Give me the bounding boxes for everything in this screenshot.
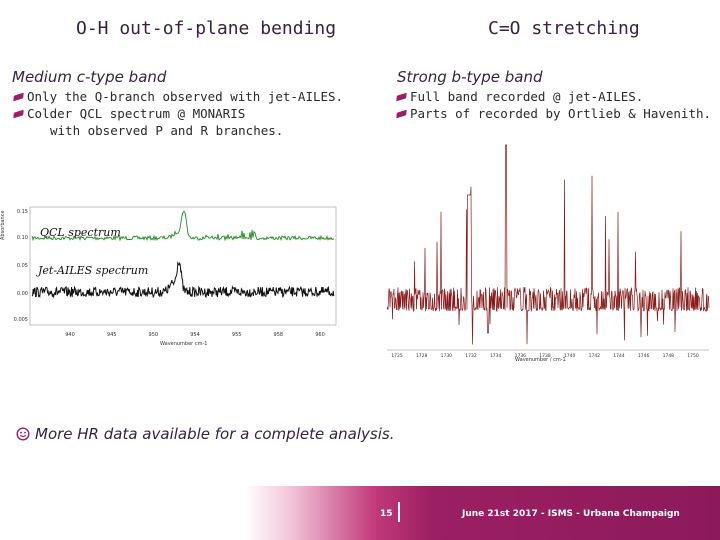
right-x-tick-label: 1738 <box>539 353 551 359</box>
left-bullet-continuation: with observed P and R branches. <box>14 123 283 138</box>
right-x-tick-label: 1725 <box>391 353 403 359</box>
left-plot-frame <box>29 206 337 326</box>
right-x-tick-label: 1742 <box>589 353 601 359</box>
left-bullet-1: Only the Q-branch observed with jet-AILE… <box>13 89 344 104</box>
left-heading: O-H out-of-plane bending <box>76 18 337 39</box>
right-x-axis-label: Wavenumber / cm-1 <box>515 357 566 363</box>
right-band-label: Strong b-type band <box>397 68 543 86</box>
left-y-tick-label: 0.10 <box>17 235 28 241</box>
jet-ailes-spectrum-label: Jet-AILES spectrum <box>38 264 149 277</box>
left-bullet-2-text: Colder QCL spectrum @ MONARIS <box>27 106 246 121</box>
left-spectrum-figure: 0.15 0.10 0.05 0.00 0.005 940 945 950 954 955 958… <box>14 206 337 338</box>
right-x-tick-label: 1746 <box>638 353 650 359</box>
conclusion-text: More HR data available for a complete an… <box>35 425 395 443</box>
left-x-tick-label: 955 <box>232 332 242 338</box>
pink-bullet-icon <box>396 92 407 101</box>
left-bullet-1-text: Only the Q-branch observed with jet-AILE… <box>27 89 344 104</box>
pink-bullet-icon <box>13 92 24 101</box>
right-bullet-2-text: Parts of recorded by Ortlieb & Havenith. <box>410 106 712 121</box>
right-x-tick-label: 1740 <box>564 353 576 359</box>
right-bullet-1-text: Full band recorded @ jet-AILES. <box>410 89 644 104</box>
right-x-tick-label: 1730 <box>441 353 453 359</box>
right-x-tick-label: 1736 <box>515 353 527 359</box>
pink-bullet-icon <box>13 109 24 118</box>
left-x-tick-label: 940 <box>65 332 75 338</box>
qcl-spectrum-trace <box>31 210 335 242</box>
right-heading: C=O stretching <box>488 18 640 39</box>
pink-bullet-icon <box>396 109 407 118</box>
right-x-tick-label: 1732 <box>465 353 477 359</box>
right-x-tick-label: 1734 <box>490 353 502 359</box>
left-x-axis-label: Wavenumber cm-1 <box>160 341 208 347</box>
right-x-tick-label: 1728 <box>416 353 428 359</box>
left-y-tick-label: 0.05 <box>17 263 28 269</box>
footer-divider <box>398 502 400 522</box>
left-x-tick-label: 950 <box>149 332 159 338</box>
footer-bar <box>0 486 720 540</box>
left-y-tick-label: 0.005 <box>14 317 28 323</box>
conclusion-line: More HR data available for a complete an… <box>16 425 394 443</box>
left-x-tick-label: 958 <box>274 332 284 338</box>
left-y-ticks: 0.15 0.10 0.05 0.00 0.005 <box>14 209 28 323</box>
carbonyl-spectrum-trace <box>386 144 710 345</box>
left-x-tick-label: 945 <box>107 332 117 338</box>
left-y-tick-label: 0.15 <box>17 209 28 215</box>
right-x-tick-label: 1748 <box>663 353 675 359</box>
qcl-spectrum-label: QCL spectrum <box>40 226 121 239</box>
left-x-ticks: 940 945 950 954 955 958 960 <box>65 332 325 338</box>
left-x-tick-label: 960 <box>315 332 325 338</box>
left-y-tick-label: 0.00 <box>17 291 28 297</box>
left-x-tick-label: 954 <box>190 332 200 338</box>
left-bullet-2: Colder QCL spectrum @ MONARIS <box>13 106 246 121</box>
footer-event: June 21st 2017 - ISMS - Urbana Champaign <box>462 509 680 519</box>
smiley-icon <box>16 427 30 441</box>
left-bullet-continuation-text: with observed P and R branches. <box>50 123 284 138</box>
right-bullet-2: Parts of recorded by Ortlieb & Havenith. <box>396 106 712 121</box>
left-y-axis-label: Absorbance <box>0 210 6 240</box>
jet-ailes-spectrum-trace <box>31 261 335 299</box>
right-x-ticks: 1725 1728 1730 1732 1734 1736 1738 1740 1742 1744… <box>391 353 699 359</box>
right-x-tick-label: 1750 <box>687 353 699 359</box>
right-x-tick-label: 1744 <box>613 353 625 359</box>
page-number: 15 <box>380 509 393 519</box>
right-spectrum-figure: 1725 1728 1730 1732 1734 1736 1738 1740 1742 1744… <box>386 144 710 359</box>
right-bullet-1: Full band recorded @ jet-AILES. <box>396 89 644 104</box>
left-band-label: Medium c-type band <box>12 68 167 86</box>
